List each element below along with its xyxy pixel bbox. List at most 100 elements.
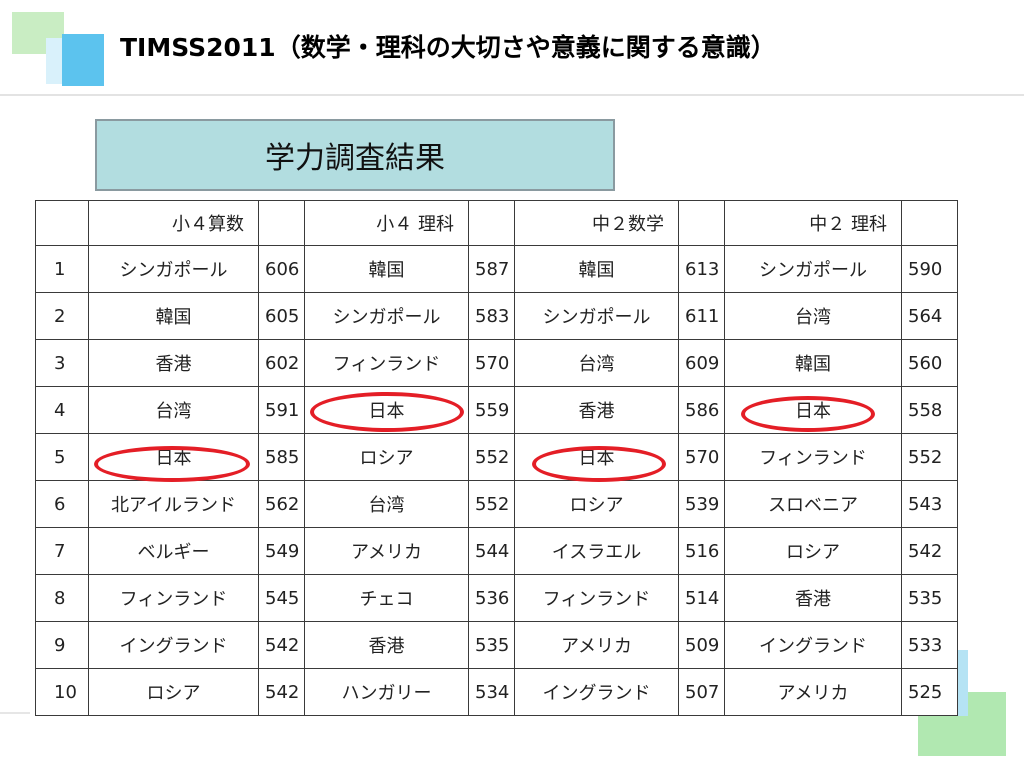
score-cell: 585 — [258, 433, 305, 481]
country-cell: イングランド — [88, 621, 259, 669]
results-banner: 学力調査結果 — [95, 119, 615, 191]
score-cell: 542 — [901, 527, 958, 575]
slide-title: TIMSS2011（数学・理科の大切さや意義に関する意識） — [120, 33, 776, 62]
header-score-blank — [678, 200, 725, 246]
score-cell: 602 — [258, 339, 305, 387]
country-cell: 韓国 — [724, 339, 902, 387]
country-cell: 北アイルランド — [88, 480, 259, 528]
rank-cell: 8 — [35, 574, 89, 622]
score-cell: 542 — [258, 668, 305, 716]
rank-cell: 1 — [35, 245, 89, 293]
score-cell: 570 — [468, 339, 515, 387]
table-row: 2 韓国 605 シンガポール 583 シンガポール 611 台湾 564 — [35, 292, 958, 340]
header-grade8-science: 中２ 理科 — [724, 200, 902, 246]
country-cell: シンガポール — [304, 292, 469, 340]
banner-text: 学力調査結果 — [265, 141, 445, 176]
rank-cell: 7 — [35, 527, 89, 575]
header-grade4-science: 小４ 理科 — [304, 200, 469, 246]
score-cell: 558 — [901, 386, 958, 434]
country-cell: シンガポール — [514, 292, 679, 340]
score-cell: 560 — [901, 339, 958, 387]
title-divider — [0, 94, 1024, 96]
country-cell: 韓国 — [304, 245, 469, 293]
score-cell: 552 — [901, 433, 958, 481]
score-cell: 570 — [678, 433, 725, 481]
table-row: 9 イングランド 542 香港 535 アメリカ 509 イングランド 533 — [35, 621, 958, 669]
score-cell: 534 — [468, 668, 515, 716]
score-cell: 552 — [468, 480, 515, 528]
country-cell: ハンガリー — [304, 668, 469, 716]
highlight-circle-japan-g8-math — [532, 446, 666, 482]
score-cell: 611 — [678, 292, 725, 340]
country-cell: 香港 — [514, 386, 679, 434]
score-cell: 586 — [678, 386, 725, 434]
country-cell: 台湾 — [514, 339, 679, 387]
country-cell: アメリカ — [724, 668, 902, 716]
rank-cell: 5 — [35, 433, 89, 481]
country-cell: 韓国 — [88, 292, 259, 340]
header-score-blank — [468, 200, 515, 246]
score-cell: 559 — [468, 386, 515, 434]
score-cell: 514 — [678, 574, 725, 622]
country-cell: チェコ — [304, 574, 469, 622]
score-cell: 516 — [678, 527, 725, 575]
country-cell: 香港 — [88, 339, 259, 387]
header-blank — [35, 200, 89, 246]
score-cell: 535 — [901, 574, 958, 622]
country-cell: 台湾 — [724, 292, 902, 340]
country-cell: アメリカ — [514, 621, 679, 669]
rank-cell: 3 — [35, 339, 89, 387]
highlight-circle-japan-g8-science — [741, 396, 875, 432]
country-cell: イングランド — [514, 668, 679, 716]
rank-cell: 2 — [35, 292, 89, 340]
score-cell: 544 — [468, 527, 515, 575]
country-cell: イスラエル — [514, 527, 679, 575]
score-cell: 562 — [258, 480, 305, 528]
country-cell: フィンランド — [88, 574, 259, 622]
table-row: 6 北アイルランド 562 台湾 552 ロシア 539 スロベニア 543 — [35, 480, 958, 528]
highlight-circle-japan-g4-math — [94, 446, 250, 482]
table-row: 1 シンガポール 606 韓国 587 韓国 613 シンガポール 590 — [35, 245, 958, 293]
table-row: 3 香港 602 フィンランド 570 台湾 609 韓国 560 — [35, 339, 958, 387]
rank-cell: 10 — [35, 668, 89, 716]
decor-square-blue — [62, 34, 104, 86]
country-cell: シンガポール — [724, 245, 902, 293]
country-cell: イングランド — [724, 621, 902, 669]
score-cell: 590 — [901, 245, 958, 293]
decor-line-left — [0, 712, 30, 714]
table-header-row: 小４算数 小４ 理科 中２数学 中２ 理科 — [35, 200, 958, 246]
country-cell: アメリカ — [304, 527, 469, 575]
score-cell: 583 — [468, 292, 515, 340]
score-cell: 613 — [678, 245, 725, 293]
highlight-circle-japan-g4-science — [310, 392, 464, 432]
country-cell: ロシア — [304, 433, 469, 481]
score-cell: 564 — [901, 292, 958, 340]
country-cell: シンガポール — [88, 245, 259, 293]
rank-cell: 9 — [35, 621, 89, 669]
score-cell: 587 — [468, 245, 515, 293]
score-cell: 533 — [901, 621, 958, 669]
rank-cell: 6 — [35, 480, 89, 528]
score-cell: 536 — [468, 574, 515, 622]
country-cell: 台湾 — [88, 386, 259, 434]
country-cell: フィンランド — [724, 433, 902, 481]
score-cell: 606 — [258, 245, 305, 293]
table-row: 7 ベルギー 549 アメリカ 544 イスラエル 516 ロシア 542 — [35, 527, 958, 575]
country-cell: 香港 — [304, 621, 469, 669]
score-cell: 543 — [901, 480, 958, 528]
country-cell: 香港 — [724, 574, 902, 622]
score-cell: 545 — [258, 574, 305, 622]
table-row: 10 ロシア 542 ハンガリー 534 イングランド 507 アメリカ 525 — [35, 668, 958, 716]
country-cell: ロシア — [514, 480, 679, 528]
score-cell: 549 — [258, 527, 305, 575]
country-cell: フィンランド — [514, 574, 679, 622]
country-cell: ロシア — [88, 668, 259, 716]
country-cell: 韓国 — [514, 245, 679, 293]
score-cell: 605 — [258, 292, 305, 340]
header-grade8-math: 中２数学 — [514, 200, 679, 246]
score-cell: 507 — [678, 668, 725, 716]
table-row: 8 フィンランド 545 チェコ 536 フィンランド 514 香港 535 — [35, 574, 958, 622]
score-cell: 525 — [901, 668, 958, 716]
score-cell: 535 — [468, 621, 515, 669]
header-score-blank — [258, 200, 305, 246]
